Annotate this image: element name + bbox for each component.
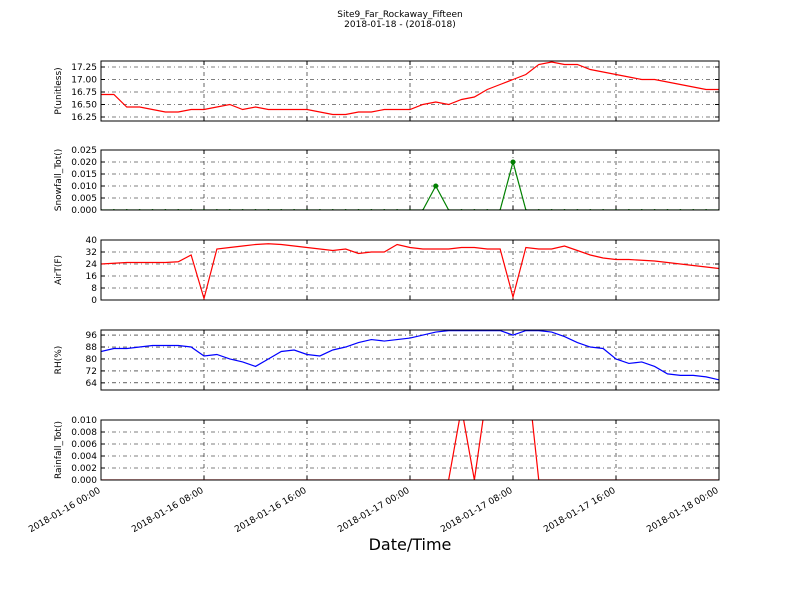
x-tick-label: 2018-01-16 08:00 [130, 486, 205, 535]
y-tick-label: 16.50 [71, 101, 97, 111]
y-tick-label: 0.008 [71, 428, 97, 438]
y-tick-label: 0.000 [71, 206, 97, 216]
y-axis-label: Rainfall_Tot() [54, 421, 64, 479]
data-line [101, 243, 719, 300]
y-tick-label: 96 [86, 331, 98, 341]
axes-frame [100, 419, 720, 481]
y-tick-label: 24 [86, 260, 98, 270]
data-point [433, 183, 439, 189]
figure-subtitle: 2018-01-18 - (2018-018) [344, 20, 456, 30]
y-axis-label: RH(%) [54, 346, 64, 375]
axes-frame [100, 239, 720, 301]
y-tick-label: 0.006 [71, 440, 97, 450]
x-tick-label: 2018-01-17 16:00 [542, 486, 617, 535]
axes-frame [100, 60, 720, 122]
y-tick-label: 17.00 [71, 76, 97, 86]
y-tick-label: 0.010 [71, 182, 97, 192]
y-tick-label: 0.025 [71, 146, 97, 156]
y-tick-label: 32 [86, 248, 97, 258]
y-axis-label: AirT(F) [54, 255, 64, 285]
data-line [101, 330, 719, 381]
data-point [510, 159, 516, 165]
x-tick-label: 2018-01-17 08:00 [439, 486, 514, 535]
x-tick-label: 2018-01-17 00:00 [336, 486, 411, 535]
x-axis-label: Date/Time [369, 535, 452, 554]
y-tick-label: 72 [86, 367, 97, 377]
x-tick-label: 2018-01-16 00:00 [27, 486, 102, 535]
y-tick-label: 80 [86, 355, 98, 365]
x-tick-label: 2018-01-18 00:00 [645, 486, 720, 535]
y-tick-label: 16 [86, 272, 98, 282]
figure-title: Site9_Far_Rockaway_Fifteen [337, 10, 463, 20]
y-tick-label: 0.005 [71, 194, 97, 204]
y-tick-label: 0 [91, 296, 97, 306]
y-tick-label: 0.020 [71, 158, 97, 168]
y-tick-label: 16.75 [71, 88, 97, 98]
y-tick-label: 64 [86, 379, 98, 389]
x-tick-label: 2018-01-16 16:00 [233, 486, 308, 535]
y-tick-label: 0.010 [71, 416, 97, 426]
plot-area [101, 61, 719, 116]
axes-frame [100, 149, 720, 211]
y-axis-label: P(unitless) [54, 67, 64, 114]
y-tick-label: 0.015 [71, 170, 97, 180]
y-tick-label: 16.25 [71, 113, 97, 123]
y-tick-label: 0.002 [71, 464, 97, 474]
y-tick-label: 40 [86, 236, 98, 246]
y-axis-label: Snowfall_Tot() [54, 149, 64, 212]
y-tick-label: 17.25 [71, 63, 97, 73]
axes-frame [100, 329, 720, 391]
data-line [101, 61, 719, 116]
plot-area [101, 330, 719, 381]
y-tick-label: 8 [91, 284, 97, 294]
plot-area [101, 243, 719, 300]
y-tick-label: 88 [86, 343, 98, 353]
y-tick-label: 0.004 [71, 452, 97, 462]
y-tick-label: 0.000 [71, 476, 97, 486]
